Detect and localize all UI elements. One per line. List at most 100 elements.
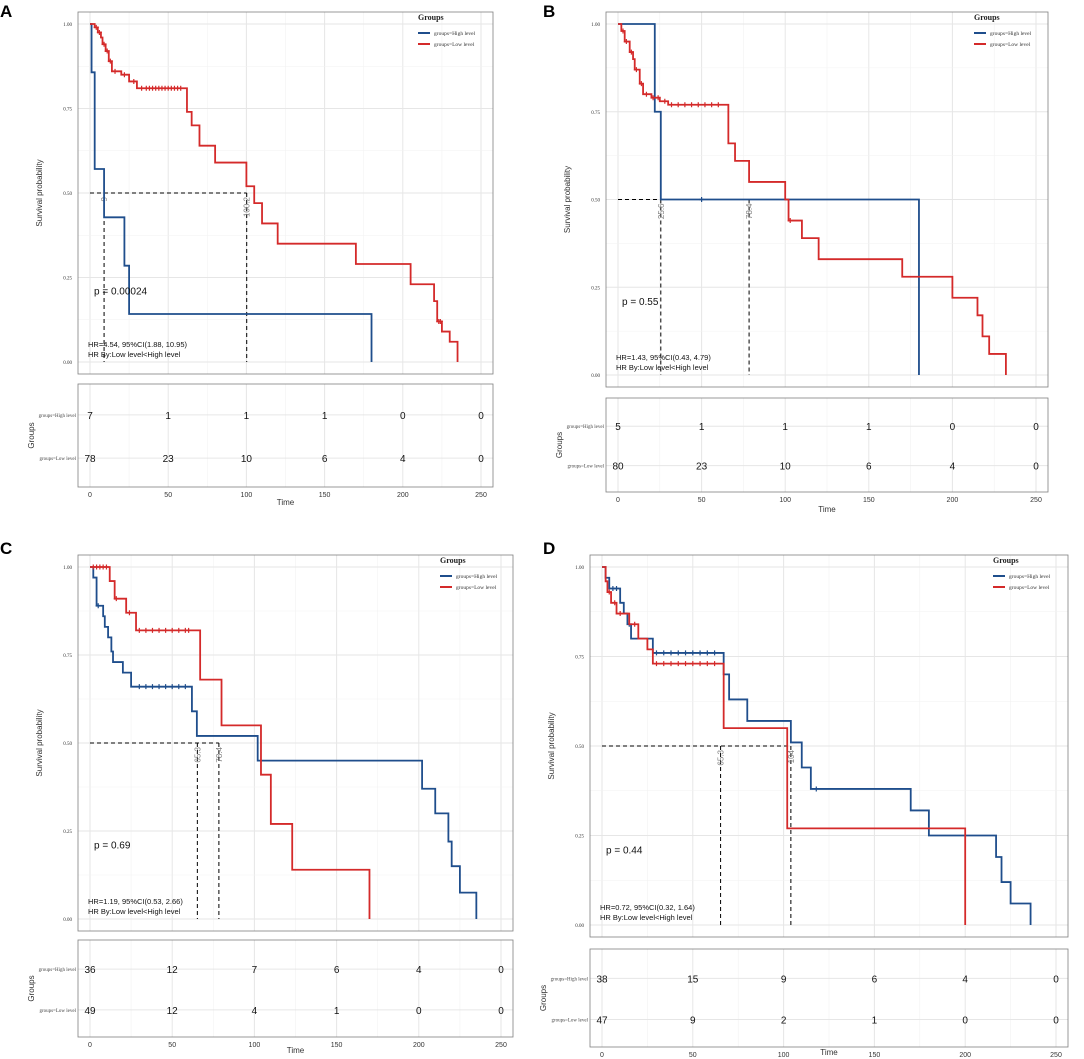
risk-count: 0: [416, 1006, 422, 1017]
risk-count: 6: [334, 965, 340, 976]
median-label: 25.6: [657, 203, 666, 219]
risk-count: 6: [866, 462, 872, 473]
panel-label: A: [0, 2, 13, 21]
y-tick-label: 0.50: [63, 742, 72, 747]
censor-mark: [623, 39, 629, 45]
risk-count: 49: [84, 1006, 96, 1017]
risk-count: 47: [596, 1016, 608, 1027]
risk-count: 36: [84, 965, 96, 976]
hr-by-text: HR By:Low level<High level: [88, 907, 181, 916]
y-tick-label: 0.75: [591, 111, 600, 116]
censor-mark: [633, 67, 639, 73]
risk-count: 1: [866, 422, 872, 433]
x-tick-label: 0: [616, 497, 620, 504]
risk-count: 1: [782, 422, 788, 433]
risk-count: 4: [252, 1006, 258, 1017]
x-tick-label: 0: [88, 492, 92, 499]
legend-label: groups=High level: [434, 31, 476, 37]
censor-mark: [683, 661, 689, 667]
hazard-ratio: HR=1.43, 95%CI(0.43, 4.79): [616, 353, 711, 362]
censor-mark: [437, 318, 443, 324]
plot-frame: [77, 554, 514, 932]
censor-mark: [606, 589, 612, 595]
p-value: p = 0.55: [622, 297, 659, 308]
risk-count: 1: [334, 1006, 340, 1017]
risk-count: 0: [1033, 422, 1039, 433]
censor-mark: [136, 684, 142, 690]
censor-mark: [650, 95, 656, 101]
y-tick-label: 0.75: [63, 108, 72, 113]
table-frame: [77, 939, 514, 1038]
censor-mark: [638, 81, 644, 87]
censor-mark: [675, 661, 681, 667]
table-row-label: groups=Low level: [39, 1009, 76, 1014]
panel-c: C 0.00 0.25 0.50 0.75 1.00 Survival probabili…: [0, 537, 540, 1059]
censor-mark: [662, 98, 668, 104]
censor-mark: [182, 684, 188, 690]
km-chart: 0.00 0.25 0.50 0.75 1.00 Survival probability…: [539, 554, 1069, 1059]
censor-mark: [107, 58, 113, 64]
x-tick-label: 250: [495, 1042, 507, 1049]
x-tick-label: 150: [331, 1042, 343, 1049]
censor-mark: [661, 661, 667, 667]
risk-count: 9: [690, 1016, 696, 1027]
table-frame: [77, 383, 494, 488]
legend-label: groups=Low level: [434, 42, 475, 48]
risk-count: 80: [612, 462, 624, 473]
censor-mark: [712, 650, 718, 656]
median-label: 78.4: [215, 746, 224, 762]
censor-mark: [704, 650, 710, 656]
censor-mark: [163, 684, 169, 690]
plot-frame: [77, 11, 494, 375]
censor-mark: [643, 91, 649, 97]
censor-mark: [702, 102, 708, 108]
risk-count: 0: [400, 411, 406, 422]
median-label: 104: [787, 749, 796, 763]
table-row-label: groups=High level: [551, 977, 589, 982]
table-row-label: groups=Low level: [39, 457, 76, 462]
risk-count: 7: [87, 411, 93, 422]
risk-count: 0: [1053, 1016, 1059, 1027]
median-label: 65.3: [717, 749, 726, 765]
x-tick-label: 200: [413, 1042, 425, 1049]
table-y-axis-title: Groups: [539, 985, 548, 1011]
censor-mark: [95, 603, 101, 609]
risk-count: 9: [781, 974, 787, 985]
y-tick-label: 0.50: [63, 192, 72, 197]
hazard-ratio: HR=4.54, 95%CI(1.88, 10.95): [88, 340, 188, 349]
x-axis-title: Time: [277, 498, 295, 507]
censor-mark: [176, 684, 182, 690]
censor-mark: [178, 85, 184, 91]
y-tick-label: 1.00: [591, 23, 600, 28]
censor-mark: [715, 102, 721, 108]
x-tick-label: 50: [689, 1052, 697, 1059]
survival-curve-low: [618, 23, 1007, 375]
y-axis-title: Survival probability: [547, 712, 556, 779]
y-tick-label: 1.00: [63, 566, 72, 571]
risk-count: 10: [780, 462, 792, 473]
y-tick-label: 0.75: [63, 654, 72, 659]
y-tick-label: 0.25: [575, 835, 584, 840]
censor-mark: [112, 68, 118, 74]
censor-mark: [169, 684, 175, 690]
censor-mark: [131, 78, 137, 84]
median-label: 65.3: [193, 746, 202, 762]
censor-mark: [143, 627, 149, 633]
survival-curve-low: [90, 566, 371, 919]
y-tick-label: 0.00: [575, 924, 584, 929]
risk-count: 38: [596, 974, 608, 985]
hr-by-text: HR By:Low level<High level: [616, 363, 709, 372]
censor-mark: [787, 218, 793, 224]
censor-mark: [697, 661, 703, 667]
legend-title: Groups: [440, 556, 466, 565]
risk-count: 1: [165, 411, 171, 422]
y-axis-title: Survival probability: [35, 159, 44, 226]
p-value: p = 0.69: [94, 841, 131, 852]
p-value: p = 0.00024: [94, 286, 148, 297]
panel-label: B: [543, 2, 556, 21]
risk-count: 0: [498, 965, 504, 976]
x-tick-label: 200: [947, 497, 959, 504]
table-y-axis-title: Groups: [27, 975, 36, 1001]
risk-count: 2: [781, 1016, 787, 1027]
censor-mark: [655, 95, 661, 101]
